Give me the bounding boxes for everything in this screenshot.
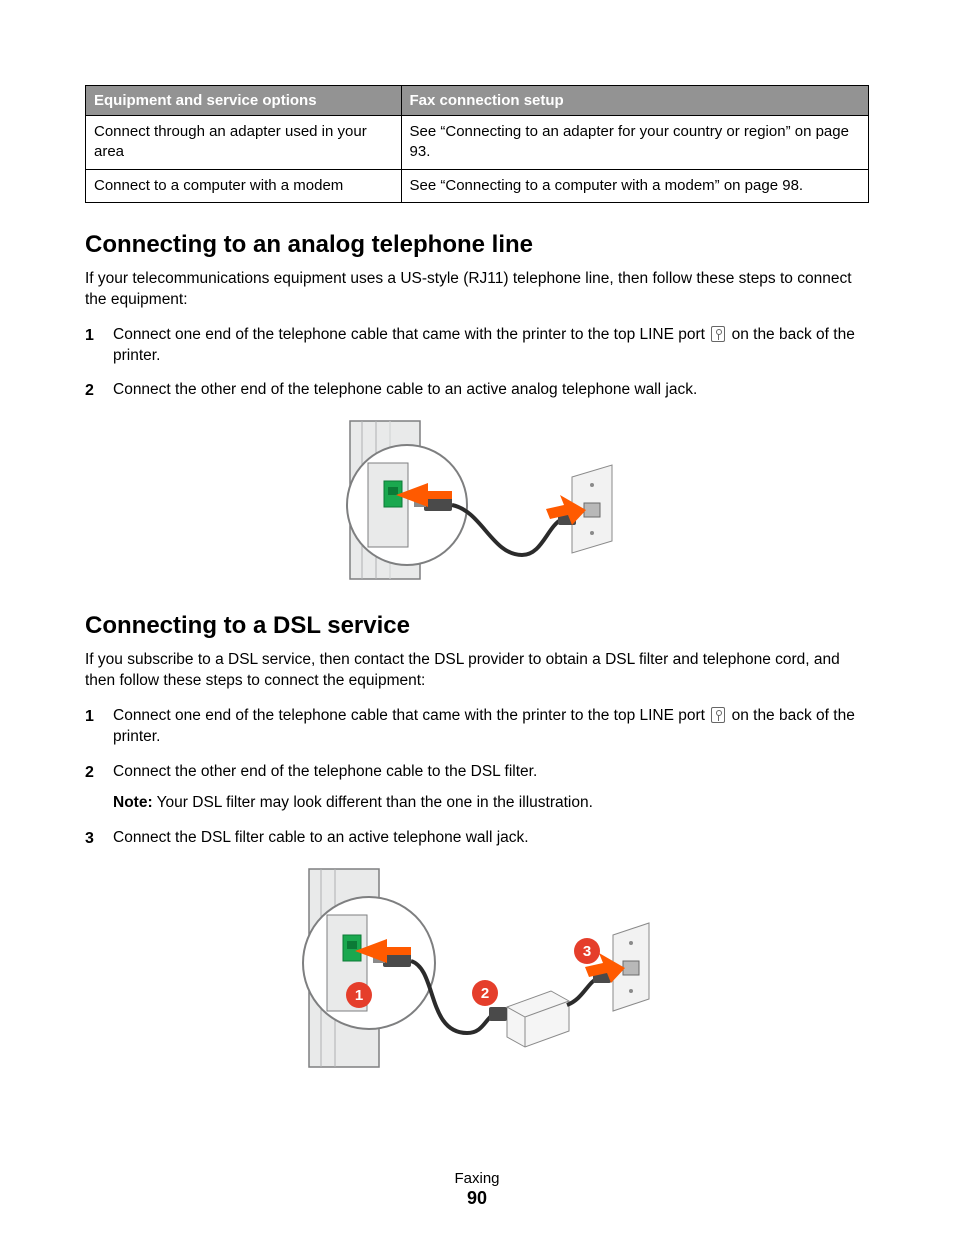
page-number: 90 [0,1188,954,1209]
step-text-a: Connect one end of the telephone cable t… [113,326,709,343]
intro-analog: If your telecommunications equipment use… [85,269,869,311]
step-item: Connect the other end of the telephone c… [85,380,869,401]
badge-1: 1 [355,987,363,1004]
step-text: Connect the other end of the telephone c… [113,763,537,780]
step-item: Connect the DSL filter cable to an activ… [85,828,869,849]
cell-fax: See “Connecting to a computer with a mod… [401,169,868,202]
col-header-equipment: Equipment and service options [86,86,402,116]
step-text-a: Connect one end of the telephone cable t… [113,707,709,724]
step-item: Connect one end of the telephone cable t… [85,706,869,748]
steps-analog: Connect one end of the telephone cable t… [85,325,869,402]
table-row: Connect to a computer with a modem See “… [86,169,869,202]
footer-section: Faxing [0,1170,954,1187]
cell-equipment: Connect through an adapter used in your … [86,116,402,170]
equipment-options-table: Equipment and service options Fax connec… [85,85,869,203]
steps-dsl: Connect one end of the telephone cable t… [85,706,869,849]
step-item: Connect one end of the telephone cable t… [85,325,869,367]
line-port-icon [711,707,725,723]
cell-fax: See “Connecting to an adapter for your c… [401,116,868,170]
badge-2: 2 [481,985,489,1002]
illustration-analog [85,415,869,590]
step-item: Connect the other end of the telephone c… [85,762,869,814]
note-text: Your DSL filter may look different than … [153,794,593,811]
section-title-dsl: Connecting to a DSL service [85,612,869,640]
section-title-analog: Connecting to an analog telephone line [85,231,869,259]
illustration-dsl: 1 2 3 [85,863,869,1078]
col-header-fax: Fax connection setup [401,86,868,116]
table-row: Connect through an adapter used in your … [86,116,869,170]
note: Note: Your DSL filter may look different… [113,793,869,814]
line-port-icon [711,326,725,342]
badge-3: 3 [583,943,591,960]
intro-dsl: If you subscribe to a DSL service, then … [85,650,869,692]
note-label: Note: [113,794,153,811]
cell-equipment: Connect to a computer with a modem [86,169,402,202]
